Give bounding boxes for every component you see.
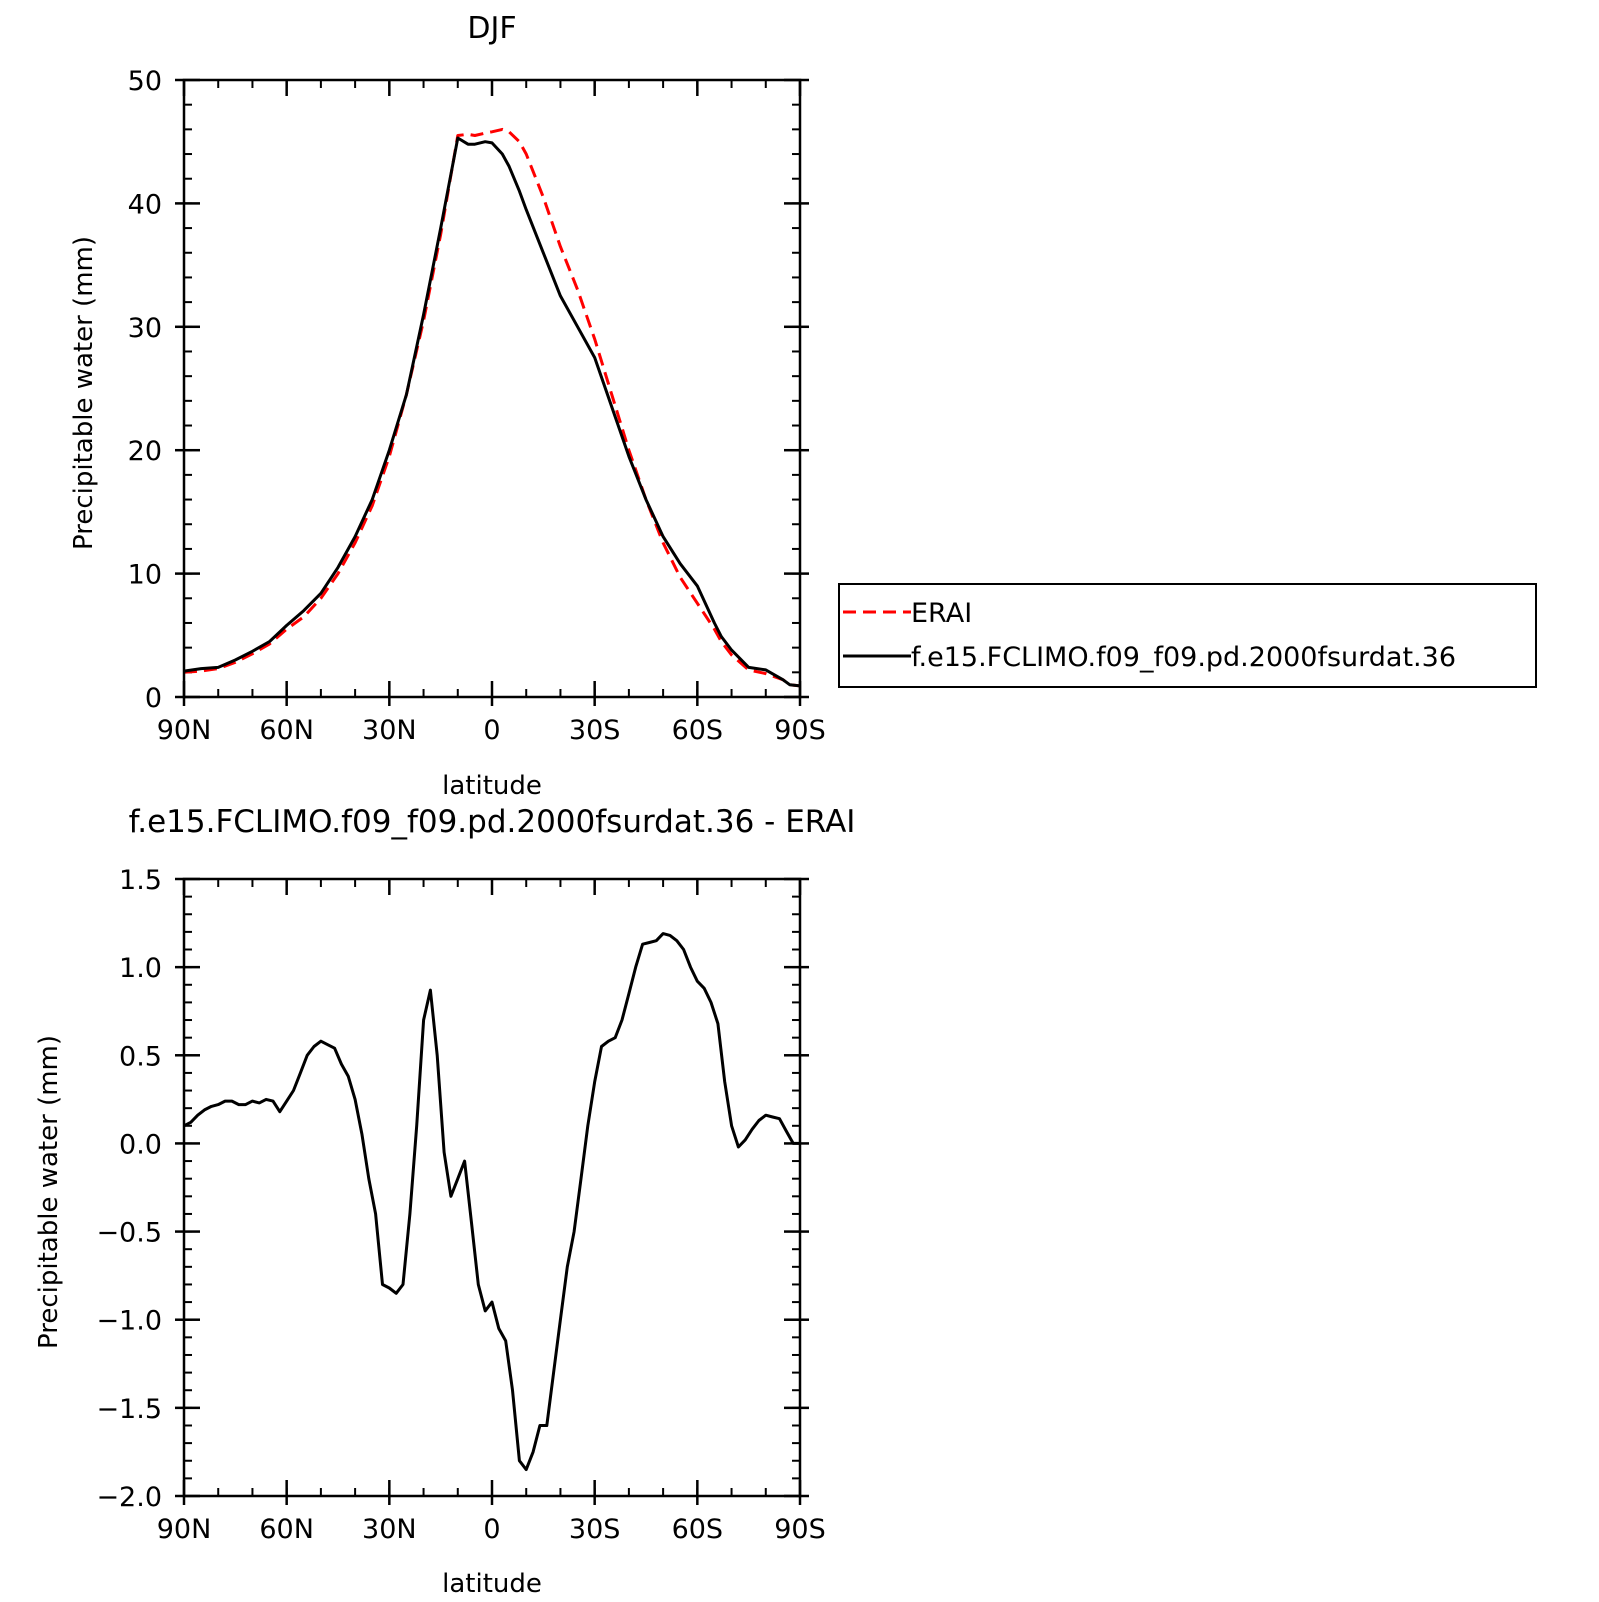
top-x-tick-label: 90S (774, 715, 826, 746)
bottom-x-axis-label: latitude (442, 1569, 542, 1599)
top-y-tick-label: 40 (128, 189, 162, 220)
top-y-axis-label: Precipitable water (mm) (69, 236, 99, 550)
top-x-tick-label: 60N (259, 715, 314, 746)
bottom-x-tick-label: 30N (362, 1514, 417, 1545)
top-x-tick-label: 30N (362, 715, 417, 746)
bottom-chart-title: f.e15.FCLIMO.f09_f09.pd.2000fsurdat.36 -… (129, 804, 856, 840)
top-y-tick-label: 50 (128, 66, 162, 97)
top-y-tick-label: 10 (128, 560, 162, 591)
legend-item-model: f.e15.FCLIMO.f09_f09.pd.2000fsurdat.36 (843, 642, 1456, 673)
bottom-plot-area: 90N 60N 30N 0 30S 60S 90S −2.0 −1.5 −1.0 −0.5 0.0 0.… (96, 865, 825, 1545)
top-y-tick-label: 20 (128, 436, 162, 467)
bottom-y-tick-label: 1.5 (119, 865, 162, 896)
bottom-y-tick-label: −1.5 (96, 1394, 162, 1425)
legend-item-erai: ERAI (843, 598, 972, 629)
top-legend: ERAI f.e15.FCLIMO.f09_f09.pd.2000fsurdat… (838, 583, 1537, 688)
bottom-x-tick-label: 0 (483, 1514, 500, 1545)
top-series-erai-line (183, 127, 801, 688)
bottom-x-tick-label: 30S (569, 1514, 621, 1545)
top-x-axis-label: latitude (442, 771, 542, 801)
panel-top: DJF Precipitable water (mm) latitude 90N… (69, 11, 1537, 801)
top-y-tick-label: 30 (128, 313, 162, 344)
top-x-tick-label: 30S (569, 715, 621, 746)
panel-bottom: f.e15.FCLIMO.f09_f09.pd.2000fsurdat.36 -… (34, 804, 855, 1599)
bottom-series-difference-line (183, 932, 800, 1472)
legend-label-model: f.e15.FCLIMO.f09_f09.pd.2000fsurdat.36 (911, 642, 1456, 673)
bottom-x-tick-label: 60S (672, 1514, 724, 1545)
legend-box (838, 583, 1537, 688)
bottom-y-tick-label: −1.0 (96, 1306, 162, 1337)
bottom-x-tick-label: 90S (774, 1514, 826, 1545)
bottom-y-tick-label: 0.0 (119, 1129, 162, 1160)
top-chart-title: DJF (467, 11, 516, 46)
bottom-x-tick-label: 90N (157, 1514, 212, 1545)
bottom-x-tick-label: 60N (259, 1514, 314, 1545)
bottom-y-tick-label: −2.0 (96, 1482, 162, 1513)
top-x-tick-label: 90N (157, 715, 212, 746)
top-y-tick-label: 0 (145, 683, 162, 714)
legend-label-erai: ERAI (911, 598, 972, 629)
top-x-tick-label: 60S (672, 715, 724, 746)
bottom-y-tick-label: 1.0 (119, 953, 162, 984)
bottom-plot-frame (182, 877, 802, 1498)
bottom-y-tick-label: −0.5 (96, 1218, 162, 1249)
top-x-tick-label: 0 (483, 715, 500, 746)
top-series-model-line (183, 136, 801, 688)
bottom-y-tick-label: 0.5 (119, 1041, 162, 1072)
top-plot-area: 90N 60N 30N 0 30S 60S 90S 0 10 20 30 40 50 (128, 66, 826, 746)
top-plot-frame (182, 78, 802, 699)
bottom-y-axis-label: Precipitable water (mm) (34, 1035, 64, 1349)
